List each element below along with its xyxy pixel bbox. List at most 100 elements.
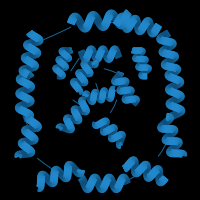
Polygon shape: [94, 91, 98, 94]
Polygon shape: [141, 74, 143, 79]
Polygon shape: [170, 42, 176, 45]
Polygon shape: [20, 78, 24, 84]
Polygon shape: [163, 50, 165, 56]
Polygon shape: [85, 53, 91, 56]
Polygon shape: [59, 60, 63, 65]
Polygon shape: [133, 56, 138, 59]
Polygon shape: [78, 171, 84, 174]
Polygon shape: [88, 71, 91, 76]
Polygon shape: [87, 71, 92, 74]
Polygon shape: [157, 166, 159, 172]
Polygon shape: [140, 57, 141, 62]
Polygon shape: [83, 97, 84, 103]
Polygon shape: [102, 50, 108, 53]
Polygon shape: [34, 52, 41, 54]
Polygon shape: [132, 163, 138, 164]
Polygon shape: [138, 28, 141, 34]
Polygon shape: [166, 59, 170, 65]
Polygon shape: [76, 73, 81, 74]
Polygon shape: [24, 66, 26, 72]
Polygon shape: [118, 15, 123, 20]
Polygon shape: [31, 135, 35, 140]
Polygon shape: [57, 125, 62, 129]
Polygon shape: [77, 70, 80, 75]
Polygon shape: [84, 92, 88, 96]
Polygon shape: [85, 55, 90, 58]
Polygon shape: [51, 176, 58, 177]
Polygon shape: [32, 65, 38, 68]
Polygon shape: [75, 170, 80, 175]
Polygon shape: [110, 131, 116, 134]
Polygon shape: [103, 89, 107, 93]
Polygon shape: [138, 65, 140, 70]
Polygon shape: [178, 92, 182, 98]
Polygon shape: [93, 14, 98, 19]
Polygon shape: [140, 51, 144, 54]
Polygon shape: [139, 166, 144, 171]
Polygon shape: [114, 79, 116, 85]
Polygon shape: [72, 79, 75, 84]
Polygon shape: [90, 178, 96, 181]
Polygon shape: [168, 114, 170, 120]
Polygon shape: [16, 152, 21, 158]
Polygon shape: [37, 185, 44, 186]
Polygon shape: [89, 13, 94, 18]
Polygon shape: [19, 89, 22, 95]
Polygon shape: [144, 175, 150, 176]
Polygon shape: [85, 92, 89, 96]
Polygon shape: [63, 65, 68, 68]
Polygon shape: [72, 107, 77, 111]
Polygon shape: [167, 151, 173, 155]
Polygon shape: [54, 68, 58, 71]
Polygon shape: [122, 177, 128, 181]
Polygon shape: [28, 65, 30, 71]
Polygon shape: [172, 104, 175, 110]
Polygon shape: [143, 57, 147, 61]
Polygon shape: [159, 125, 164, 128]
Polygon shape: [16, 107, 22, 109]
Polygon shape: [62, 65, 63, 70]
Polygon shape: [118, 22, 122, 28]
Polygon shape: [22, 143, 26, 149]
Polygon shape: [32, 52, 34, 58]
Polygon shape: [108, 11, 113, 17]
Polygon shape: [52, 170, 58, 172]
Polygon shape: [134, 24, 141, 25]
Polygon shape: [27, 72, 30, 78]
Polygon shape: [37, 185, 44, 186]
Polygon shape: [59, 71, 63, 76]
Polygon shape: [18, 142, 25, 144]
Polygon shape: [76, 87, 81, 91]
Polygon shape: [131, 161, 138, 163]
Polygon shape: [99, 121, 102, 126]
Polygon shape: [56, 59, 61, 60]
Polygon shape: [119, 22, 122, 28]
Polygon shape: [20, 93, 23, 99]
Polygon shape: [123, 96, 128, 100]
Polygon shape: [23, 54, 27, 60]
Polygon shape: [18, 75, 22, 81]
Polygon shape: [147, 18, 150, 24]
Polygon shape: [64, 116, 69, 120]
Polygon shape: [76, 170, 80, 176]
Polygon shape: [91, 53, 97, 55]
Polygon shape: [68, 127, 69, 132]
Polygon shape: [129, 21, 135, 25]
Polygon shape: [112, 79, 117, 82]
Polygon shape: [76, 71, 81, 75]
Polygon shape: [143, 59, 148, 62]
Polygon shape: [27, 114, 32, 119]
Polygon shape: [98, 122, 101, 127]
Polygon shape: [82, 184, 88, 187]
Polygon shape: [107, 57, 112, 61]
Polygon shape: [72, 83, 77, 86]
Polygon shape: [25, 101, 28, 107]
Polygon shape: [96, 56, 102, 59]
Polygon shape: [34, 122, 39, 128]
Polygon shape: [100, 95, 105, 96]
Polygon shape: [82, 80, 87, 83]
Polygon shape: [110, 133, 115, 136]
Polygon shape: [119, 177, 125, 181]
Polygon shape: [179, 107, 183, 112]
Polygon shape: [75, 79, 76, 84]
